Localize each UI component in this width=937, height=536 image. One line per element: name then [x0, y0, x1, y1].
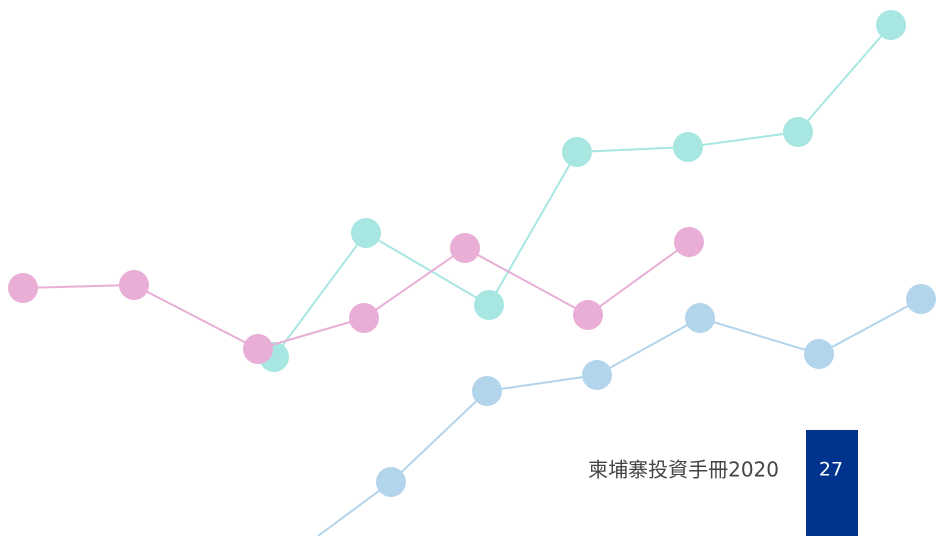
decor-dot — [804, 339, 834, 369]
decor-dot — [562, 137, 592, 167]
decor-dot — [876, 10, 906, 40]
decor-line-blue — [317, 284, 936, 536]
decor-dot — [582, 360, 612, 390]
decor-dot — [349, 303, 379, 333]
decor-dot — [8, 273, 38, 303]
decor-dot — [376, 467, 406, 497]
decor-dot — [474, 290, 504, 320]
decor-dot — [685, 303, 715, 333]
decor-dot — [674, 227, 704, 257]
decor-line-pink — [8, 227, 704, 364]
decor-dot — [243, 334, 273, 364]
decor-dot — [450, 233, 480, 263]
footer-title: 柬埔寨投資手冊2020 — [588, 458, 779, 482]
page-number-box — [806, 430, 858, 536]
decor-dot — [351, 218, 381, 248]
page-number: 27 — [819, 459, 843, 481]
decor-dot — [673, 132, 703, 162]
decor-dot — [906, 284, 936, 314]
decor-dot — [573, 300, 603, 330]
decor-dot — [119, 270, 149, 300]
decor-path — [22, 241, 690, 351]
decor-dot — [783, 117, 813, 147]
decor-dot — [472, 376, 502, 406]
